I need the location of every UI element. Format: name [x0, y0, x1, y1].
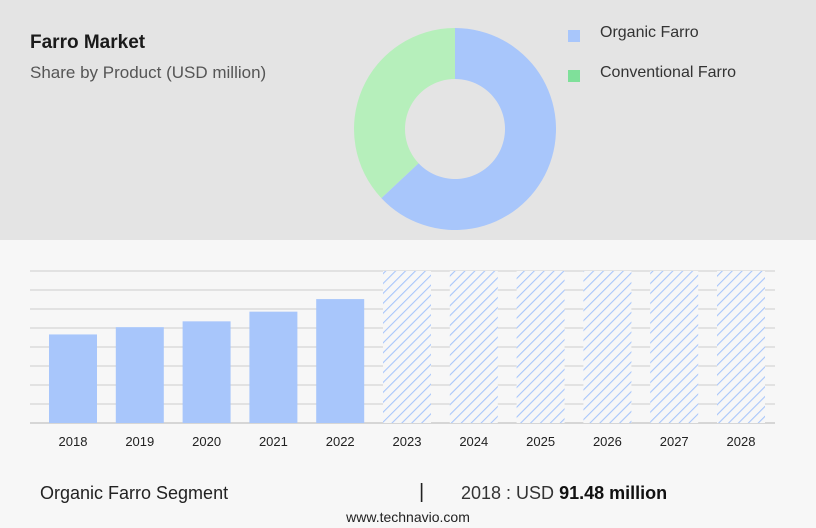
- x-tick-label-2020: 2020: [192, 434, 221, 449]
- forecast-bar-2024: [449, 271, 498, 423]
- legend-label-conventional: Conventional Farro: [600, 64, 737, 81]
- footer-year-label: 2018 : USD: [461, 483, 560, 503]
- x-tick-label-2024: 2024: [459, 434, 488, 449]
- chart-subtitle: Share by Product (USD million): [30, 63, 267, 82]
- x-tick-label-2027: 2027: [660, 434, 689, 449]
- x-tick-label-2019: 2019: [125, 434, 154, 449]
- bar-2019: [115, 327, 164, 423]
- bar-2021: [249, 311, 298, 423]
- footer-highlight-value: 91.48 million: [559, 483, 668, 503]
- x-tick-label-2018: 2018: [59, 434, 88, 449]
- x-tick-label-2021: 2021: [259, 434, 288, 449]
- bar-2018: [49, 334, 97, 423]
- x-tick-label-2023: 2023: [393, 434, 422, 449]
- forecast-bar-2026: [583, 271, 632, 423]
- chart-title: Farro Market: [30, 32, 146, 53]
- legend-label-organic: Organic Farro: [600, 24, 699, 41]
- x-tick-label-2025: 2025: [526, 434, 555, 449]
- forecast-bar-2028: [717, 271, 765, 423]
- footer-value: 2018 : USD 91.48 million: [461, 483, 667, 504]
- site-url: www.technavio.com: [346, 509, 470, 525]
- x-tick-label-2026: 2026: [593, 434, 622, 449]
- bar-2022: [316, 299, 365, 423]
- donut-slice-organic-farro: [381, 28, 556, 230]
- footer-segment-label: Organic Farro Segment: [40, 483, 229, 503]
- donut-chart: [354, 28, 556, 230]
- footer-divider: |: [419, 481, 425, 503]
- forecast-bar-2025: [516, 271, 565, 423]
- x-tick-label-2028: 2028: [727, 434, 756, 449]
- bar-chart: 2018 2019 2020 2021 2022 2023 2024 2025 2026 2027…: [30, 270, 775, 449]
- donut-slice-conventional-farro: [354, 28, 455, 199]
- forecast-bar-2023: [383, 271, 431, 423]
- bar-2020: [182, 321, 231, 423]
- x-tick-label-2022: 2022: [326, 434, 355, 449]
- legend-swatch-conventional: [568, 70, 580, 82]
- legend-swatch-organic: [568, 30, 580, 42]
- forecast-bar-2027: [650, 271, 699, 423]
